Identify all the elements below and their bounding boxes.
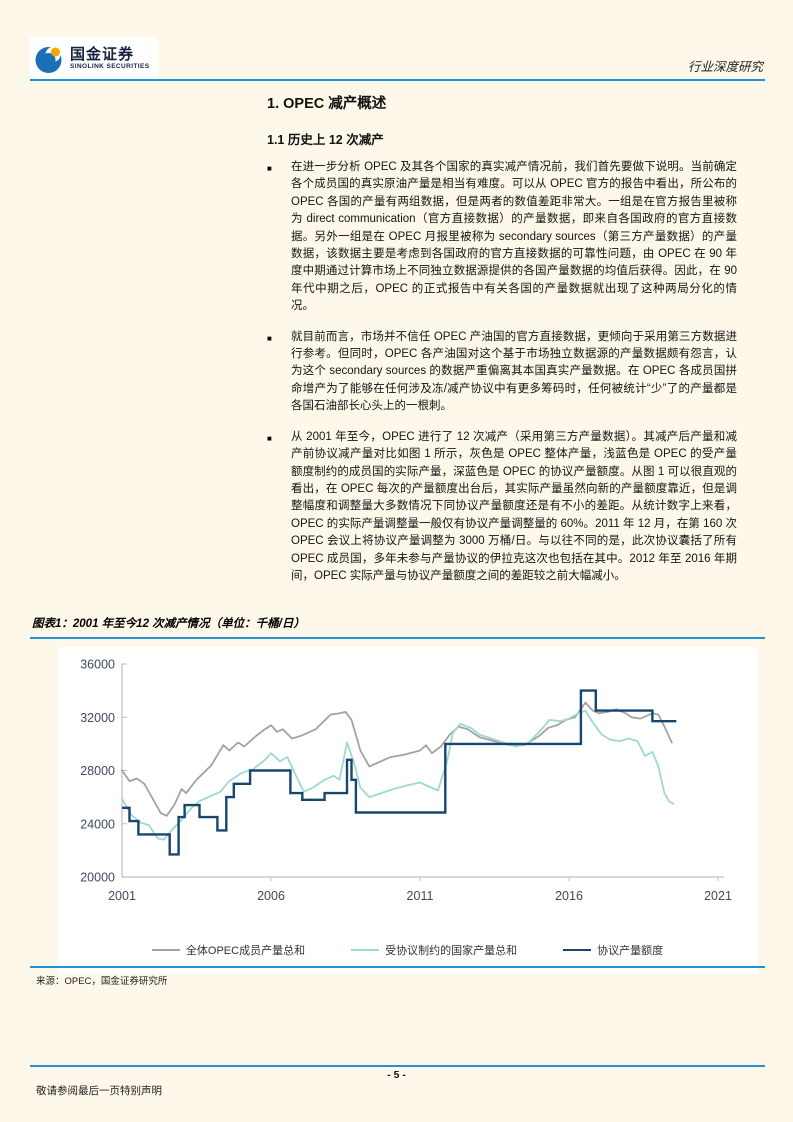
svg-text:2021: 2021 [704,889,732,903]
sinolink-logo-icon [35,46,62,73]
figure-source: 来源：OPEC，国金证券研究所 [36,976,168,987]
bullet-text: 从 2001 年至今，OPEC 进行了 12 次减产（采用第三方产量数据）。其减… [291,430,737,582]
legend-swatch [563,949,592,951]
svg-text:20000: 20000 [80,871,115,885]
chart-area: 20000 24000 28000 32000 36000 2001 2006 2011 201… [58,647,757,974]
svg-text:2006: 2006 [257,889,285,903]
svg-text:32000: 32000 [80,711,115,725]
svg-text:2016: 2016 [555,889,583,903]
footer-rule [30,1065,765,1067]
company-logo: 国金证券 SINOLINK SECURITIES [30,37,158,80]
svg-text:24000: 24000 [80,817,115,831]
bullet-paragraph: ■ 从 2001 年至今，OPEC 进行了 12 次减产（采用第三方产量数据）。… [267,429,737,586]
legend-item: 全体OPEC成员产量总和 [151,942,306,958]
bullet-paragraph: ■ 在进一步分析 OPEC 及其各个国家的真实减产情况前，我们首先要做下说明。当… [267,159,737,316]
bullet-text: 就目前而言，市场并不信任 OPEC 产油国的官方直接数据，更倾向于采用第三方数据… [291,330,737,413]
figure-top-rule [30,637,765,639]
legend-item: 协议产量额度 [563,942,663,958]
legend-swatch [351,949,380,951]
bullet-text: 在进一步分析 OPEC 及其各个国家的真实减产情况前，我们首先要做下说明。当前确… [291,161,737,313]
footer-disclaimer: 敬请参阅最后一页特别声明 [36,1085,162,1097]
svg-text:28000: 28000 [80,764,115,778]
figure-title: 图表1：2001 年至今12 次减产情况（单位：千桶/日） [32,618,305,630]
header-rule [30,79,765,81]
bullet-marker-icon: ■ [267,333,272,343]
bullet-marker-icon: ■ [267,164,272,173]
legend-label: 全体OPEC成员产量总和 [185,945,306,957]
svg-text:2001: 2001 [108,889,136,903]
production-chart: 20000 24000 28000 32000 36000 2001 2006 2011 201… [80,658,732,904]
main-content: 1. OPEC 减产概述 1.1 历史上 12 次减产 ■ 在进一步分析 OPE… [267,92,737,598]
logo-cn-text: 国金证券 [70,46,135,63]
figure-bottom-rule [30,966,765,968]
bullet-paragraph: ■ 就目前而言，市场并不信任 OPEC 产油国的官方直接数据，更倾向于采用第三方… [267,329,737,416]
subsection-heading: 1.1 历史上 12 次减产 [267,133,384,147]
figure-body: 20000 24000 28000 32000 36000 2001 2006 2011 201… [30,642,765,974]
svg-text:36000: 36000 [80,658,115,672]
bullet-marker-icon: ■ [267,433,272,443]
chart-legend: 全体OPEC成员产量总和 受协议制约的国家产量总和 协议产量额度 [58,942,757,974]
legend-label: 受协议制约的国家产量总和 [385,945,518,957]
figure-1: 图表1：2001 年至今12 次减产情况（单位：千桶/日） [30,615,765,636]
report-type-label: 行业深度研究 [687,60,763,74]
legend-label: 协议产量额度 [597,945,664,957]
legend-swatch [151,949,180,951]
svg-text:2011: 2011 [407,889,434,903]
section-heading: 1. OPEC 减产概述 [267,96,387,112]
page-number: - 5 - [387,1069,406,1081]
logo-en-text: SINOLINK SECURITIES [70,63,150,70]
legend-item: 受协议制约的国家产量总和 [351,942,517,958]
